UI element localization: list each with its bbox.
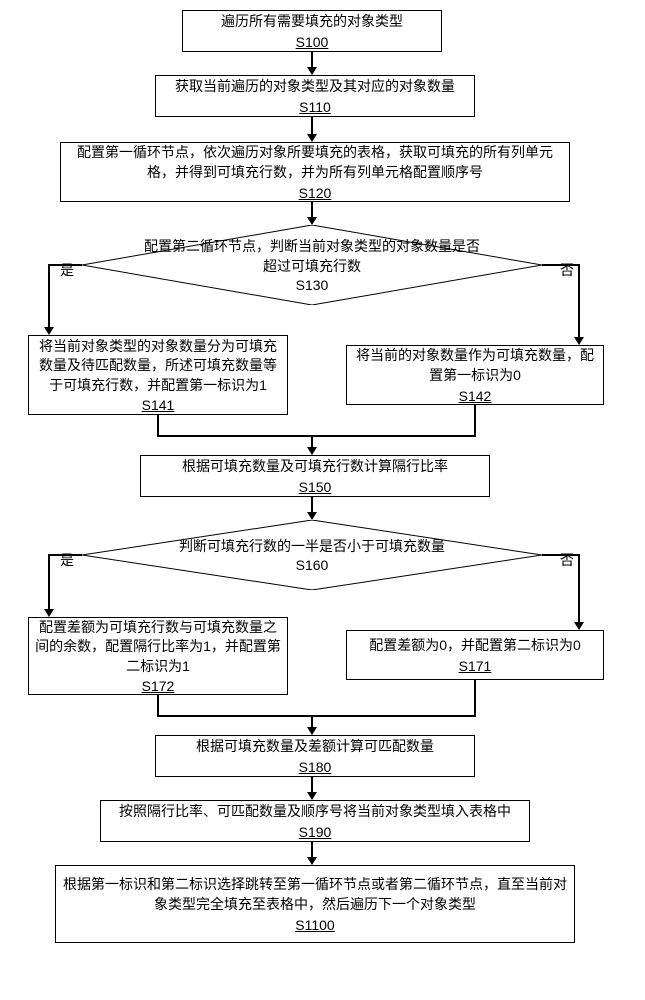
- arrow: [48, 264, 82, 266]
- node-text: 根据可填充数量及可填充行数计算隔行比率: [182, 457, 448, 477]
- node-text: 配置差额为0，并配置第二标识为0: [369, 636, 581, 656]
- arrow: [48, 554, 50, 609]
- edge-label-no2: 否: [560, 550, 574, 570]
- node-id: S1100: [295, 917, 334, 933]
- arrow: [311, 497, 313, 512]
- arrow-head-icon: [307, 67, 317, 75]
- arrow: [311, 202, 313, 217]
- node-s180: 根据可填充数量及差额计算可匹配数量 S180: [155, 735, 475, 777]
- node-text: 配置差额为可填充行数与可填充数量之间的余数，配置隔行比率为1，并配置第二标识为1: [35, 618, 281, 677]
- edge-label-yes2: 是: [60, 550, 74, 570]
- arrow: [311, 715, 476, 717]
- arrow: [48, 264, 50, 327]
- arrow: [311, 715, 313, 727]
- arrow-head-icon: [307, 727, 317, 735]
- node-text: 根据可填充数量及差额计算可匹配数量: [196, 737, 434, 757]
- arrow: [157, 715, 313, 717]
- node-s172: 配置差额为可填充行数与可填充数量之间的余数，配置隔行比率为1，并配置第二标识为1…: [28, 617, 288, 695]
- edge-label-no1: 否: [560, 260, 574, 280]
- arrow-head-icon: [307, 512, 317, 520]
- arrow-head-icon: [307, 792, 317, 800]
- node-text: 判断可填充行数的一半是否小于可填充数量: [179, 537, 445, 557]
- node-text: 根据第一标识和第二标识选择跳转至第一循环节点或者第二循环节点，直至当前对象类型完…: [62, 875, 568, 914]
- node-s130: 配置第二循环节点，判断当前对象类型的对象数量是否超过可填充行数 S130: [82, 225, 542, 305]
- node-id: S171: [459, 658, 492, 674]
- node-text: 将当前对象类型的对象数量分为可填充数量及待匹配数量，所述可填充数量等于可填充行数…: [35, 337, 281, 396]
- arrow: [311, 435, 476, 437]
- node-id: S120: [299, 185, 332, 201]
- node-text: 按照隔行比率、可匹配数量及顺序号将当前对象类型填入表格中: [119, 802, 511, 822]
- node-s142: 将当前的对象数量作为可填充数量，配置第一标识为0 S142: [346, 345, 604, 405]
- arrow: [542, 554, 580, 556]
- node-text: 配置第一循环节点，依次遍历对象所要填充的表格，获取可填充的所有列单元格，并得到可…: [67, 143, 563, 182]
- arrow: [474, 405, 476, 435]
- node-id: S130: [296, 277, 329, 293]
- node-id: S180: [299, 759, 332, 775]
- node-id: S190: [299, 824, 332, 840]
- arrow-head-icon: [307, 217, 317, 225]
- arrow-head-icon: [44, 327, 54, 335]
- node-s120: 配置第一循环节点，依次遍历对象所要填充的表格，获取可填充的所有列单元格，并得到可…: [60, 142, 570, 202]
- arrow-head-icon: [307, 447, 317, 455]
- node-text: 获取当前遍历的对象类型及其对应的对象数量: [175, 77, 455, 97]
- node-id: S150: [299, 479, 332, 495]
- arrow: [311, 435, 313, 447]
- arrow-head-icon: [574, 337, 584, 345]
- arrow: [311, 777, 313, 792]
- node-s171: 配置差额为0，并配置第二标识为0 S171: [346, 630, 604, 680]
- arrow: [578, 554, 580, 622]
- edge-label-yes1: 是: [60, 260, 74, 280]
- arrow-head-icon: [307, 134, 317, 142]
- arrow-head-icon: [44, 609, 54, 617]
- node-id: S141: [142, 397, 175, 413]
- arrow: [542, 264, 580, 266]
- arrow-head-icon: [307, 857, 317, 865]
- arrow: [48, 554, 82, 556]
- node-id: S142: [459, 388, 492, 404]
- node-text: 遍历所有需要填充的对象类型: [221, 12, 403, 32]
- arrow: [474, 680, 476, 715]
- node-text: 将当前的对象数量作为可填充数量，配置第一标识为0: [353, 346, 597, 385]
- node-s141: 将当前对象类型的对象数量分为可填充数量及待匹配数量，所述可填充数量等于可填充行数…: [28, 335, 288, 415]
- node-s110: 获取当前遍历的对象类型及其对应的对象数量 S110: [155, 75, 475, 117]
- node-s160: 判断可填充行数的一半是否小于可填充数量 S160: [82, 520, 542, 590]
- node-id: S172: [142, 678, 175, 694]
- node-s100: 遍历所有需要填充的对象类型 S100: [182, 10, 442, 52]
- arrow: [311, 52, 313, 67]
- arrow: [578, 264, 580, 337]
- node-s150: 根据可填充数量及可填充行数计算隔行比率 S150: [140, 455, 490, 497]
- node-text: 配置第二循环节点，判断当前对象类型的对象数量是否超过可填充行数: [142, 237, 482, 276]
- arrow: [311, 117, 313, 134]
- arrow: [157, 415, 159, 435]
- arrow: [157, 435, 313, 437]
- node-s1100: 根据第一标识和第二标识选择跳转至第一循环节点或者第二循环节点，直至当前对象类型完…: [55, 865, 575, 943]
- arrow-head-icon: [574, 622, 584, 630]
- arrow: [311, 842, 313, 857]
- node-id: S100: [296, 34, 329, 50]
- node-s190: 按照隔行比率、可匹配数量及顺序号将当前对象类型填入表格中 S190: [100, 800, 530, 842]
- node-id: S110: [299, 99, 331, 115]
- arrow: [157, 695, 159, 715]
- node-id: S160: [296, 557, 329, 573]
